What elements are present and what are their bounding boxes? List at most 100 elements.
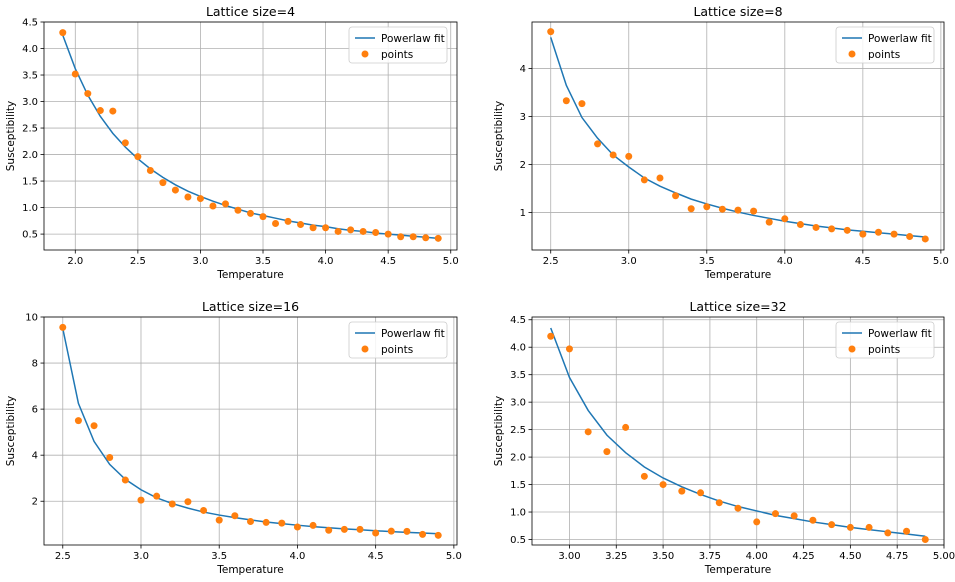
data-point [284, 217, 292, 225]
data-point [106, 453, 114, 461]
data-point [547, 332, 555, 340]
data-point [718, 205, 726, 213]
y-axis-label: Susceptibility [5, 396, 17, 466]
data-point [309, 521, 317, 529]
data-point [434, 234, 442, 242]
legend-point-swatch [848, 50, 856, 58]
data-point [687, 205, 695, 213]
x-axis-label: Temperature [216, 564, 284, 576]
data-point [859, 230, 867, 238]
legend: Powerlaw fit points [835, 26, 935, 64]
x-tick-label: 4.75 [886, 551, 908, 562]
data-point [372, 229, 380, 237]
x-tick-label: 3.5 [255, 256, 271, 267]
legend-box [348, 321, 448, 359]
data-point [565, 345, 573, 353]
x-tick-label: 3.0 [192, 256, 208, 267]
data-point [656, 174, 664, 182]
x-tick-label: 2.0 [67, 256, 83, 267]
data-point [340, 525, 348, 533]
subplot-lattice-4: 2.0 2.5 3.0 3.5 4.0 4.5 5.0 0.5 1.0 1.5 2.0 2.5 3.0 3… [5, 4, 459, 281]
data-point [272, 219, 280, 227]
data-point [134, 153, 142, 161]
data-point [697, 489, 705, 497]
x-tick-label: 3.0 [621, 256, 637, 267]
data-point [609, 151, 617, 159]
chart-title: Lattice size=16 [202, 299, 299, 314]
data-point [71, 70, 79, 78]
x-tick-label: 3.50 [652, 551, 674, 562]
data-point [372, 529, 380, 537]
legend-entry-points: points [868, 344, 900, 356]
data-point [278, 519, 286, 527]
data-point [562, 97, 570, 105]
x-tick-label: 3.75 [699, 551, 721, 562]
chart-title: Lattice size=32 [689, 299, 786, 314]
data-point [419, 530, 427, 538]
data-point [171, 186, 179, 194]
axes-frame [43, 21, 458, 251]
grid [532, 22, 944, 250]
x-tick-label: 4.0 [318, 256, 334, 267]
points-series [547, 28, 929, 243]
data-point [209, 202, 217, 210]
x-tick-label: 3.5 [699, 256, 715, 267]
data-point [434, 531, 442, 539]
legend-entry-points: points [868, 49, 900, 61]
y-tick-label: 4.5 [22, 18, 38, 29]
x-tick-label: 5.0 [933, 256, 949, 267]
subplot-lattice-32: 3.00 3.25 3.50 3.75 4.00 4.25 4.50 4.75 5.00 0.5 1… [493, 299, 955, 576]
data-point [90, 422, 98, 430]
y-tick-label: 2.5 [22, 124, 38, 135]
data-point [168, 500, 176, 508]
data-point [622, 423, 630, 431]
y-tick-label: 1.5 [22, 177, 38, 188]
chart-title: Lattice size=8 [693, 4, 782, 19]
x-tick-label: 5.0 [446, 551, 462, 562]
x-tick-label: 4.0 [777, 256, 793, 267]
x-tick-label: 3.00 [558, 551, 580, 562]
data-point [334, 227, 342, 235]
powerlaw-fit-line [62, 328, 439, 535]
data-point [625, 152, 633, 160]
y-tick-label: 4 [520, 64, 526, 75]
chart-title: Lattice size=4 [206, 4, 295, 19]
data-point [184, 193, 192, 201]
data-point [921, 235, 929, 243]
data-point [322, 224, 330, 232]
data-point [750, 207, 758, 215]
data-point [356, 525, 364, 533]
legend: Powerlaw fit points [348, 26, 448, 64]
x-tick-label: 4.5 [855, 256, 871, 267]
data-point [874, 228, 882, 236]
y-tick-label: 10 [25, 313, 38, 324]
data-point [359, 227, 367, 235]
subplot-lattice-16: 2.5 3.0 3.5 4.0 4.5 5.0 2 4 6 8 10 Lattice size=16 T… [5, 299, 462, 576]
data-point [790, 512, 798, 520]
points-series [547, 332, 929, 544]
data-point [890, 230, 898, 238]
data-point [196, 195, 204, 203]
data-point [715, 499, 723, 507]
x-tick-label: 3.25 [605, 551, 627, 562]
data-point [422, 234, 430, 242]
y-tick-label: 3 [520, 112, 526, 123]
y-tick-label: 1.5 [510, 480, 526, 491]
y-tick-label: 4.5 [510, 315, 526, 326]
y-tick-label: 0.5 [510, 535, 526, 546]
data-point [865, 523, 873, 531]
subplot-lattice-8: 2.5 3.0 3.5 4.0 4.5 5.0 1 2 3 4 Lattice size=8 Temp… [493, 4, 949, 281]
data-point [584, 428, 592, 436]
data-point [347, 226, 355, 234]
data-point [753, 518, 761, 526]
data-point [884, 529, 892, 537]
data-point [159, 179, 167, 187]
y-tick-label: 3.5 [510, 370, 526, 381]
legend-point-swatch [361, 50, 369, 58]
y-tick-label: 2.5 [510, 425, 526, 436]
data-point [247, 209, 254, 217]
data-point [309, 224, 317, 232]
data-point [409, 233, 417, 241]
y-tick-label: 2.0 [22, 150, 38, 161]
